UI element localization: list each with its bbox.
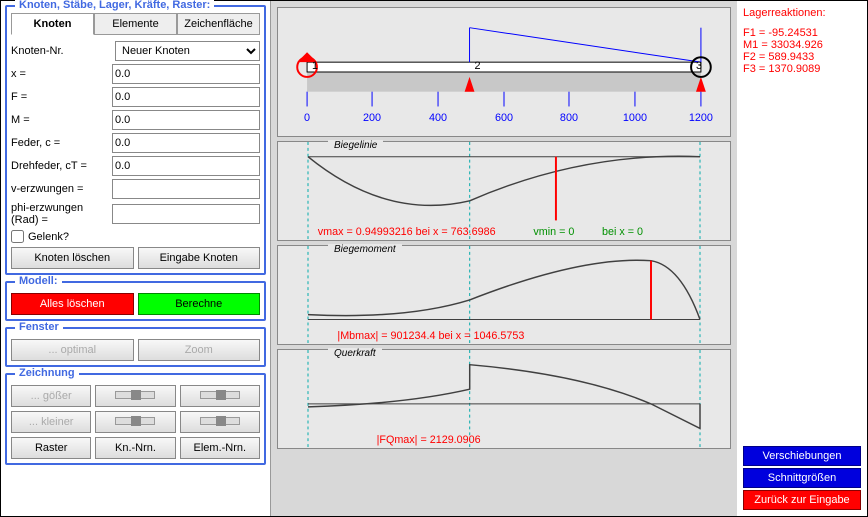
slider2[interactable] <box>180 385 260 407</box>
knoten-loeschen-button[interactable]: Knoten löschen <box>11 247 134 269</box>
knoten-nr-label: Knoten-Nr. <box>11 45 111 57</box>
schnittgroessen-button[interactable]: Schnittgrößen <box>743 468 861 488</box>
zeichnung-panel: Zeichnung ... gößer ... kleiner Raster K… <box>5 373 266 465</box>
tab-elemente[interactable]: Elemente <box>94 13 177 35</box>
svg-text:vmin = 0: vmin = 0 <box>533 226 574 238</box>
svg-text:|Mbmax| = 901234.4 bei x = 1: |Mbmax| = 901234.4 bei x = 1046.5753 <box>337 330 524 342</box>
knoten-nr-select[interactable]: Neuer Knoten <box>115 41 260 61</box>
modell-panel: Modell: Alles löschen Berechne <box>5 281 266 321</box>
reaction-f1: F1 = -95.24531 <box>743 27 861 39</box>
svg-text:600: 600 <box>495 112 513 124</box>
vz-label: v-erzwungen = <box>11 183 108 195</box>
slider4[interactable] <box>180 411 260 433</box>
zeichnung-title: Zeichnung <box>15 367 79 379</box>
knoten-staebe-panel: Knoten, Stäbe, Lager, Kräfte, Raster: Kn… <box>5 5 266 275</box>
svg-text:1200: 1200 <box>689 112 713 124</box>
biegelinie-chart: Biegelinie vmax = 0.94993216 bei x = 763… <box>277 141 731 241</box>
querkraft-chart: Querkraft |FQmax| = 2129.0906 <box>277 349 731 449</box>
svg-text:400: 400 <box>429 112 447 124</box>
kn-nrn-button[interactable]: Kn.-Nrn. <box>95 437 175 459</box>
fenster-panel: Fenster ... optimal Zoom <box>5 327 266 367</box>
eingabe-knoten-button[interactable]: Eingabe Knoten <box>138 247 261 269</box>
panel-title: Knoten, Stäbe, Lager, Kräfte, Raster: <box>15 0 214 11</box>
tab-zeichenflaeche[interactable]: Zeichenfläche <box>177 13 260 35</box>
x-input[interactable] <box>112 64 260 84</box>
reaction-f3: F3 = 1370.9089 <box>743 63 861 75</box>
svg-text:800: 800 <box>560 112 578 124</box>
raster-button[interactable]: Raster <box>11 437 91 459</box>
biegelinie-label: Biegelinie <box>328 140 383 151</box>
berechne-button[interactable]: Berechne <box>138 293 261 315</box>
phi-label: phi-erzwungen (Rad) = <box>11 202 108 226</box>
f-label: F = <box>11 91 108 103</box>
svg-text:vmax = 0.94993216 bei x = 763.: vmax = 0.94993216 bei x = 763.6986 <box>318 226 496 238</box>
m-label: M = <box>11 114 108 126</box>
goesser-button[interactable]: ... gößer <box>11 385 91 407</box>
reactions-title: Lagerreaktionen: <box>743 7 861 19</box>
slider1[interactable] <box>95 385 175 407</box>
drehfeder-label: Drehfeder, cT = <box>11 160 108 172</box>
kleiner-button[interactable]: ... kleiner <box>11 411 91 433</box>
svg-text:1: 1 <box>312 60 318 72</box>
fenster-title: Fenster <box>15 321 63 333</box>
svg-text:bei x = 0: bei x = 0 <box>602 226 643 238</box>
querkraft-label: Querkraft <box>328 348 382 359</box>
vz-input[interactable] <box>112 179 260 199</box>
optimal-button[interactable]: ... optimal <box>11 339 134 361</box>
svg-text:3: 3 <box>696 60 702 72</box>
reaction-f2: F2 = 589.9433 <box>743 51 861 63</box>
phi-input[interactable] <box>112 204 260 224</box>
svg-text:200: 200 <box>363 112 381 124</box>
zurueck-button[interactable]: Zurück zur Eingabe <box>743 490 861 510</box>
elem-nrn-button[interactable]: Elem.-Nrn. <box>180 437 260 459</box>
f-input[interactable] <box>112 87 260 107</box>
reaction-m1: M1 = 33034.926 <box>743 39 861 51</box>
verschiebungen-button[interactable]: Verschiebungen <box>743 446 861 466</box>
feder-input[interactable] <box>112 133 260 153</box>
biegemoment-chart: Biegemoment |Mbmax| = 901234.4 bei x = 1… <box>277 245 731 345</box>
zoom-button[interactable]: Zoom <box>138 339 261 361</box>
biegemoment-label: Biegemoment <box>328 244 402 255</box>
gelenk-label: Gelenk? <box>28 231 69 243</box>
tab-knoten[interactable]: Knoten <box>11 13 94 35</box>
slider3[interactable] <box>95 411 175 433</box>
svg-text:|FQmax| = 2129.0906: |FQmax| = 2129.0906 <box>377 434 481 446</box>
modell-title: Modell: <box>15 275 62 287</box>
feder-label: Feder, c = <box>11 137 108 149</box>
svg-text:1000: 1000 <box>623 112 647 124</box>
svg-text:0: 0 <box>304 112 310 124</box>
x-label: x = <box>11 68 108 80</box>
gelenk-checkbox[interactable] <box>11 230 24 243</box>
drehfeder-input[interactable] <box>112 156 260 176</box>
svg-text:2: 2 <box>474 60 480 72</box>
beam-chart: 1 2 3 0 200 400 600 800 1000 1200 <box>277 7 731 137</box>
alles-loeschen-button[interactable]: Alles löschen <box>11 293 134 315</box>
m-input[interactable] <box>112 110 260 130</box>
